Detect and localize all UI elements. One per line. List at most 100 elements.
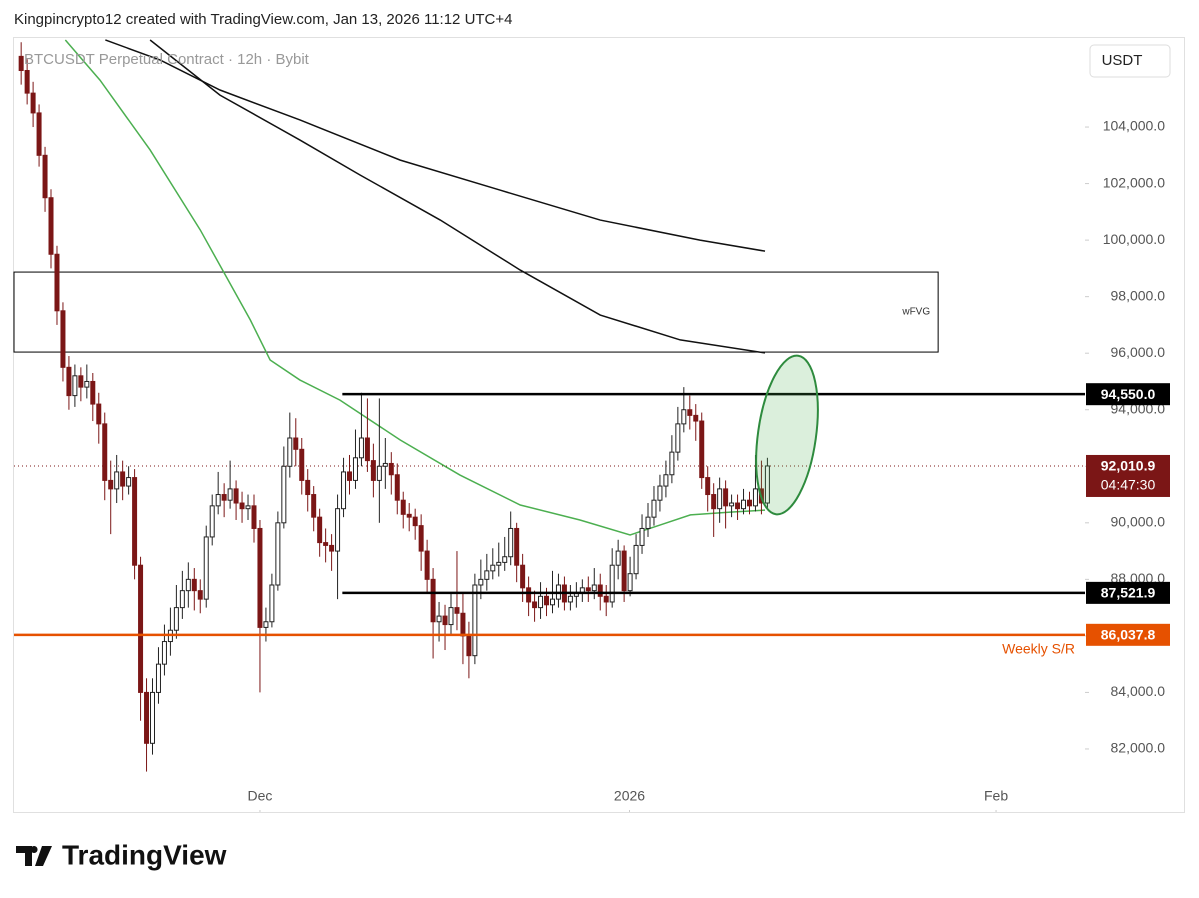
candle-body — [508, 527, 514, 558]
countdown: 04:47:30 — [1101, 477, 1156, 493]
candle-body — [705, 477, 711, 496]
candle-body — [293, 437, 299, 450]
candle-body — [257, 527, 263, 628]
candle-body — [436, 615, 442, 623]
candle-body — [400, 499, 406, 515]
candle-body — [478, 578, 484, 586]
candle-body — [484, 570, 490, 580]
candle-body — [454, 607, 460, 614]
level-note: Weekly S/R — [1002, 641, 1075, 657]
candle-body — [657, 485, 663, 501]
candle-body — [442, 615, 448, 626]
candle-body — [496, 561, 502, 566]
candle-body — [347, 471, 353, 481]
y-tick-label: 96,000.0 — [1111, 344, 1166, 360]
candle-body — [621, 550, 627, 592]
candle-body — [639, 527, 645, 546]
candle-body — [245, 505, 251, 510]
candle-body — [96, 403, 102, 425]
brand-logo — [16, 846, 52, 866]
candle-body — [311, 494, 317, 518]
candle-body — [693, 414, 699, 422]
candle-body — [251, 505, 257, 529]
y-tick-label: 84,000.0 — [1111, 683, 1166, 699]
candle-body — [675, 423, 681, 453]
candle-body — [370, 460, 376, 481]
candle-body — [460, 612, 466, 637]
candle-body — [514, 527, 520, 566]
candle-body — [24, 70, 30, 94]
candle-body — [203, 536, 209, 600]
moving-average — [105, 39, 766, 252]
candle-body — [741, 499, 747, 510]
zone-label: wFVG — [901, 307, 930, 318]
header: Kingpincrypto12 created with TradingView… — [14, 11, 513, 28]
candle-body — [394, 474, 400, 501]
candle-body — [490, 564, 496, 572]
candle-body — [173, 607, 179, 631]
candle-body — [185, 578, 191, 592]
currency-box — [1089, 44, 1171, 78]
level-label-box — [1086, 383, 1170, 406]
candle-body — [663, 474, 669, 487]
candle-body — [597, 584, 603, 597]
candle-body — [585, 587, 591, 592]
candle-body — [699, 420, 705, 479]
candle-body — [90, 380, 96, 405]
candle-body — [102, 423, 108, 481]
x-tick-label: 2026 — [614, 788, 645, 804]
candle-body — [155, 663, 161, 693]
candle-body — [538, 595, 544, 609]
candle-body — [48, 197, 54, 255]
candle-body — [323, 542, 329, 546]
candle-body — [126, 477, 132, 487]
candle-body — [364, 437, 370, 462]
candle-body — [341, 471, 347, 510]
candle-body — [227, 488, 233, 501]
symbol-title: BTCUSDT Perpetual Contract · 12h · Bybit — [24, 51, 310, 68]
candle-body — [687, 409, 693, 416]
candle-body — [72, 375, 78, 397]
candle-body — [532, 601, 538, 609]
candle-body — [717, 488, 723, 510]
candle-body — [305, 479, 311, 496]
candle-body — [591, 584, 597, 592]
candle-body — [466, 635, 472, 657]
candle-body — [352, 457, 358, 481]
candle-body — [114, 471, 120, 490]
y-tick-label: 100,000.0 — [1103, 231, 1165, 247]
candle-body — [150, 691, 156, 744]
candle-body — [729, 502, 735, 507]
candle-body — [299, 448, 305, 481]
candle-body — [191, 578, 197, 592]
candle-body — [120, 471, 126, 487]
y-tick-label: 90,000.0 — [1111, 514, 1166, 530]
candle-body — [54, 253, 60, 312]
candle-body — [723, 488, 729, 507]
candle-body — [317, 516, 323, 544]
candle-body — [197, 590, 203, 600]
candle-body — [144, 691, 150, 744]
candle-body — [209, 505, 215, 538]
candle-body — [430, 578, 436, 623]
candle-body — [179, 590, 185, 609]
candle-body — [448, 607, 454, 626]
candle-body — [567, 595, 573, 603]
candle-body — [651, 499, 657, 518]
logo-mark — [16, 846, 52, 866]
currency: USDT — [1102, 52, 1143, 69]
plot-area: wFVG — [13, 39, 1089, 812]
candle-body — [78, 375, 84, 388]
candle-body — [281, 465, 287, 524]
candle-body — [615, 550, 621, 566]
candle-body — [412, 516, 418, 527]
candle-body — [138, 564, 144, 693]
y-tick-label: 98,000.0 — [1111, 287, 1166, 303]
candle-body — [329, 544, 335, 552]
candle-body — [42, 154, 48, 199]
candle-body — [239, 502, 245, 510]
level-label: 87,521.9 — [1101, 585, 1156, 601]
candle-body — [711, 494, 717, 510]
